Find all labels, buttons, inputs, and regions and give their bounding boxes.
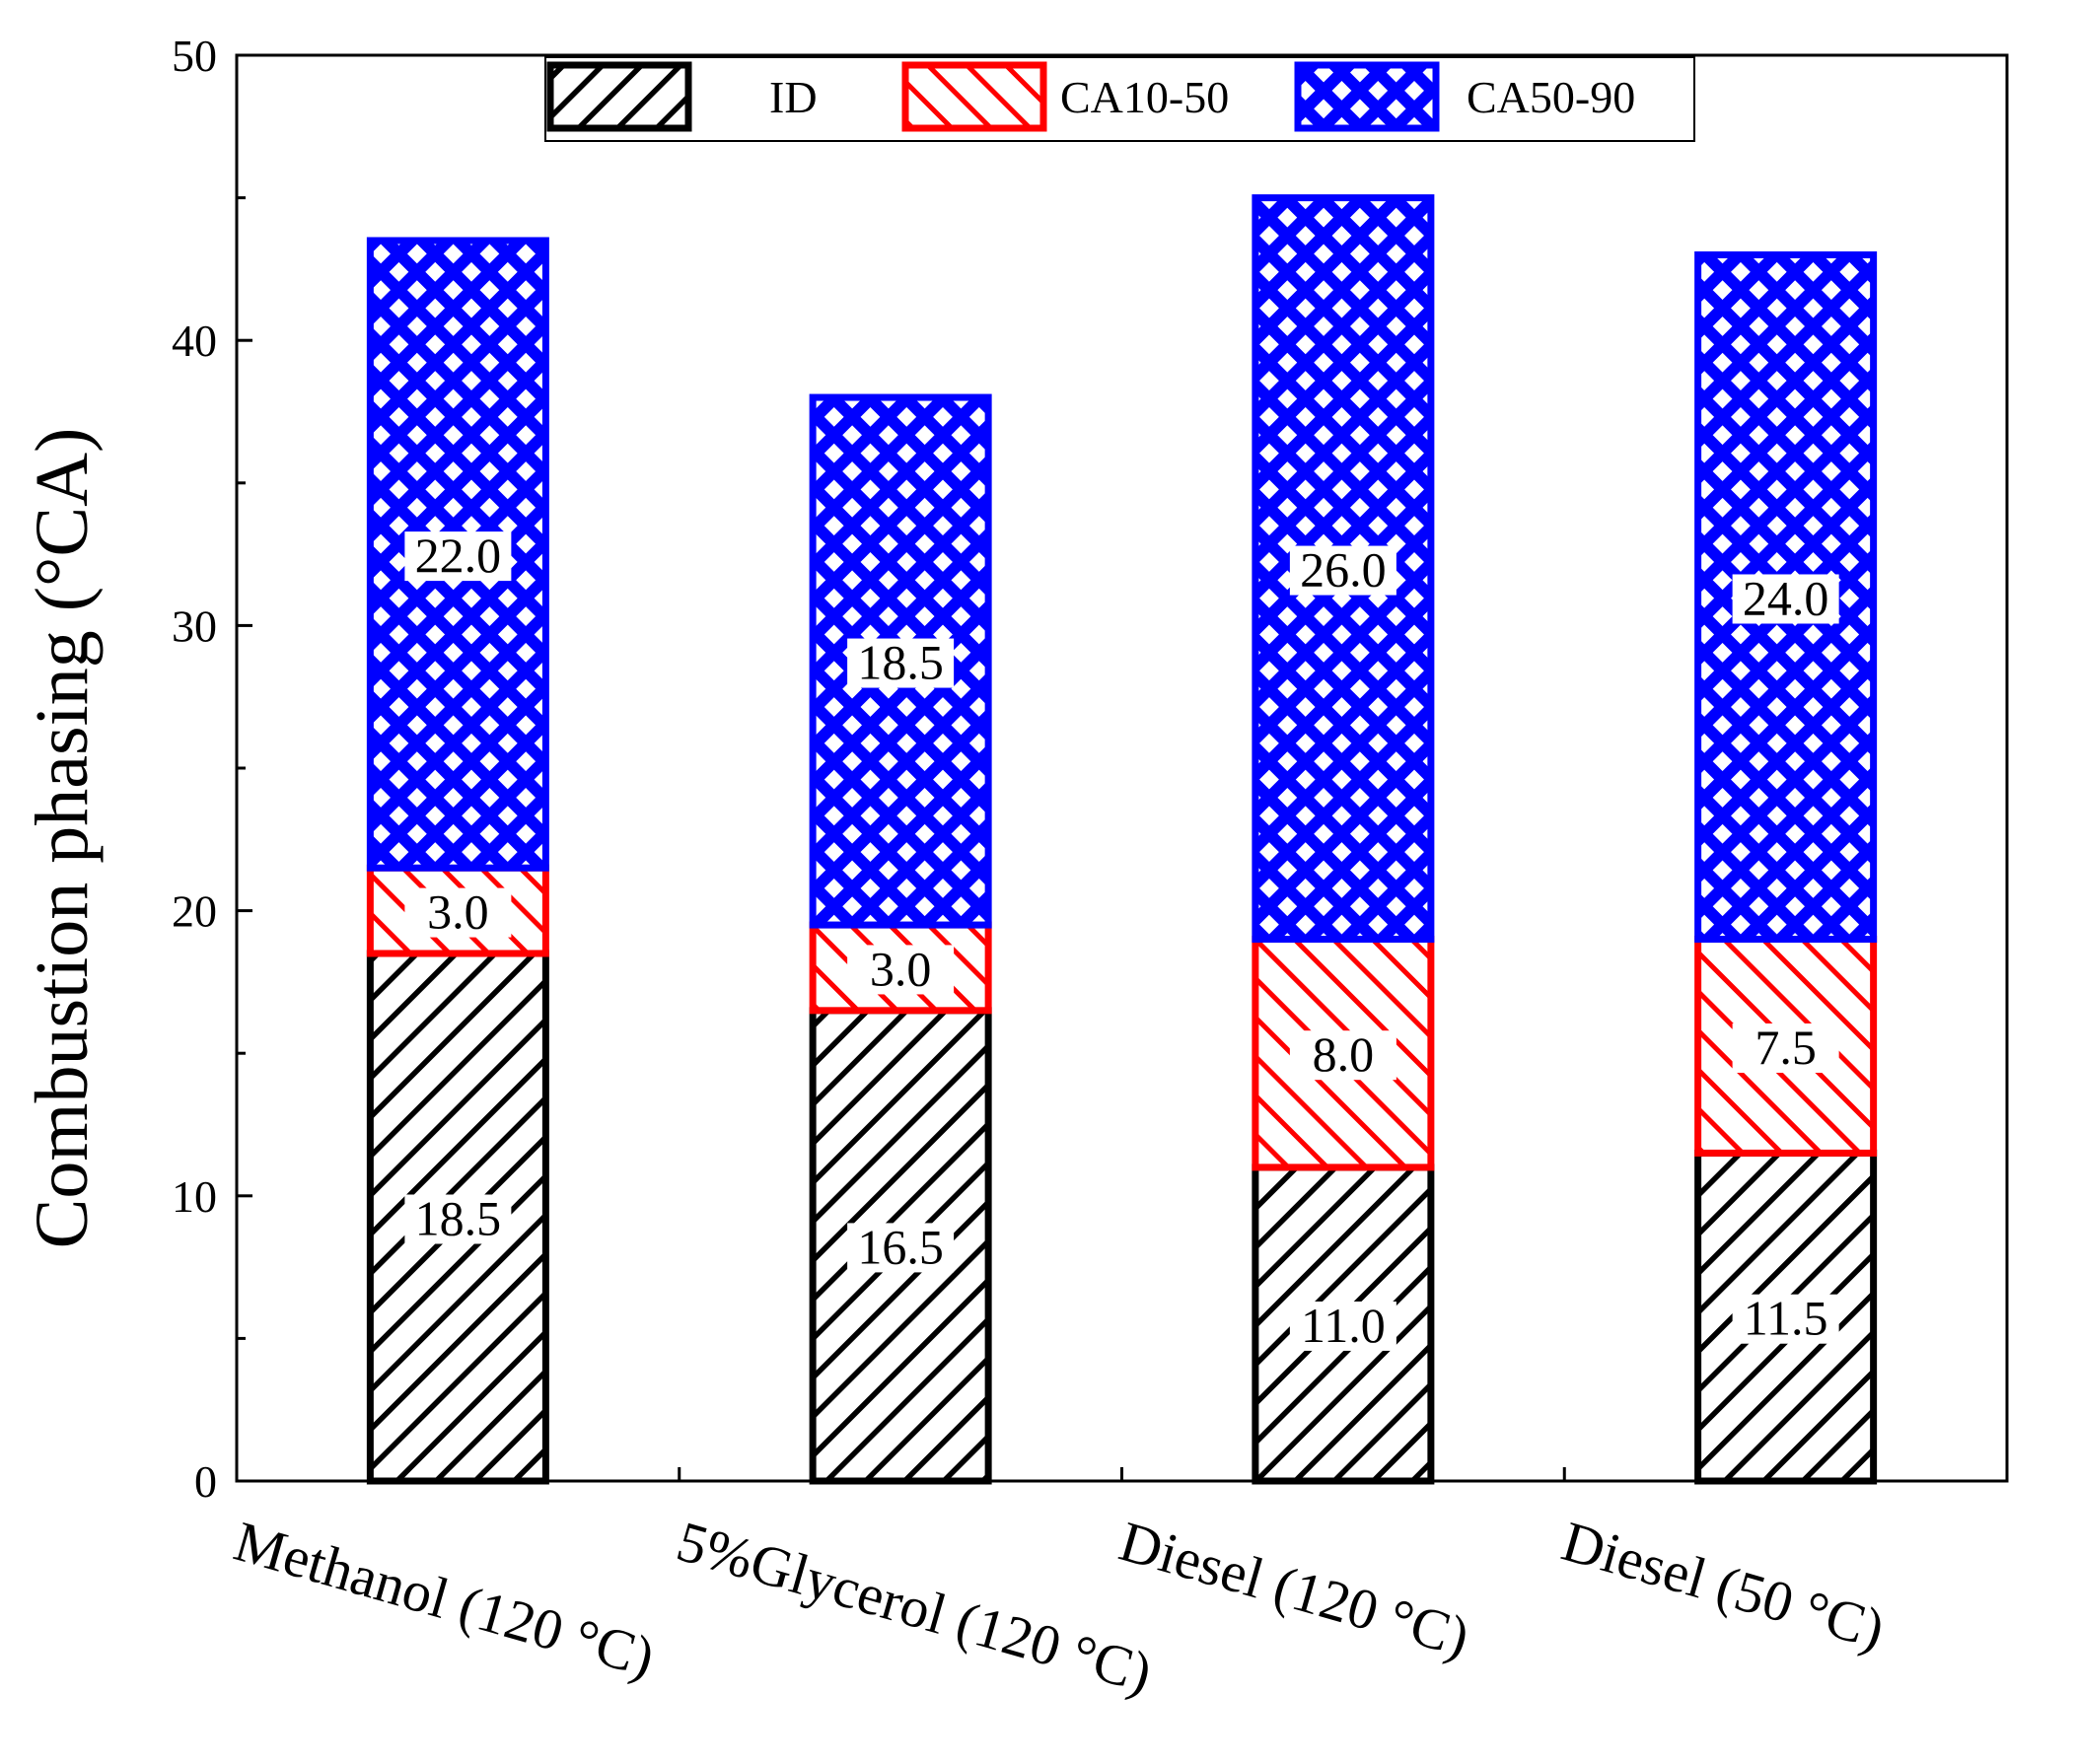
segment-label-bg [1289, 1030, 1397, 1081]
x-axis: Methanol (120 °C) 5%Glycerol (120 °C)Dies… [228, 1467, 1892, 1705]
x-category-label: Methanol (120 °C) [228, 1509, 662, 1689]
segment-label: 7.5 [1755, 1020, 1817, 1075]
segment-label-bg [1732, 1023, 1839, 1073]
segment-label-bg [1732, 574, 1839, 624]
legend-swatch-ca50-90 [1294, 61, 1440, 132]
y-tick-label: 40 [172, 316, 217, 366]
y-tick-label: 20 [172, 886, 217, 937]
y-tick-label: 30 [172, 600, 217, 651]
legend-label: CA10-50 [1060, 72, 1229, 122]
segment-label: 11.5 [1744, 1291, 1828, 1346]
y-axis-title: Combustion phasing (°CA) [21, 428, 104, 1249]
segment-label: 24.0 [1743, 570, 1829, 625]
segment-label: 26.0 [1300, 542, 1387, 598]
legend: ID CA10-50 CA50-90 [544, 56, 1695, 142]
segment-label-bg [1289, 545, 1397, 596]
bars [366, 194, 1878, 1485]
legend-swatch-ca10-50 [901, 61, 1047, 132]
segment-label: 3.0 [870, 941, 932, 996]
segment-label: 3.0 [427, 884, 489, 940]
segment-labels: 18.5 3.0 22.0 16.5 3.0 18.5 11.0 8.0 26.0 11.5 7.5… [404, 528, 1839, 1353]
x-category-label: Diesel (50 °C) [1555, 1509, 1892, 1661]
segment-label-bg [847, 638, 955, 688]
legend-swatch-id [546, 61, 692, 132]
segment-label: 16.5 [857, 1219, 944, 1274]
segment-label-bg [404, 1194, 512, 1244]
segment-label: 8.0 [1313, 1026, 1375, 1082]
segment-label: 18.5 [415, 1190, 502, 1245]
segment-label-bg [1732, 1294, 1839, 1344]
x-category-label: Diesel (120 °C) [1112, 1509, 1475, 1669]
bar-segment-ca50-90 [809, 393, 992, 929]
y-tick-label: 0 [194, 1456, 217, 1507]
segment-label: 18.5 [857, 635, 944, 690]
y-tick-label: 50 [172, 31, 217, 81]
y-tick-label: 10 [172, 1171, 217, 1222]
segment-label-bg [847, 945, 955, 995]
segment-label-bg [404, 531, 512, 582]
segment-label-bg [404, 887, 512, 938]
segment-label: 22.0 [415, 528, 502, 583]
legend-box [544, 56, 1695, 142]
y-axis: 0 10 20 30 40 50 [172, 31, 252, 1507]
legend-label: CA50-90 [1467, 72, 1635, 122]
segment-label-bg [847, 1223, 955, 1273]
segment-label: 11.0 [1301, 1298, 1386, 1353]
legend-label: ID [769, 72, 818, 122]
x-category-label: 5%Glycerol (120 °C) [671, 1509, 1159, 1705]
segment-label-bg [1289, 1301, 1397, 1351]
